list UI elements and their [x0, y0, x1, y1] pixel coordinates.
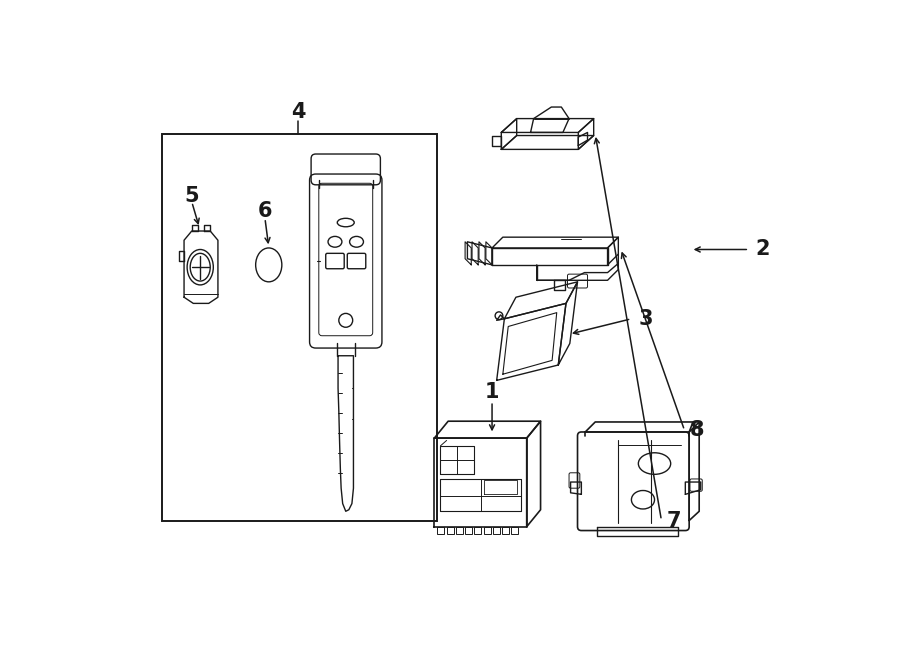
Text: 5: 5	[184, 186, 199, 206]
Bar	[446, 527, 454, 533]
Bar	[163, 134, 436, 520]
Bar	[456, 527, 463, 533]
Text: 8: 8	[689, 420, 704, 440]
Text: 4: 4	[291, 102, 305, 122]
Bar	[483, 527, 490, 533]
Text: 1: 1	[485, 382, 500, 402]
Text: 2: 2	[756, 239, 770, 260]
Bar	[465, 527, 472, 533]
Bar	[474, 527, 482, 533]
Bar	[511, 527, 518, 533]
Bar	[493, 527, 500, 533]
Bar	[502, 527, 509, 533]
Text: 7: 7	[667, 510, 681, 531]
Bar	[437, 527, 445, 533]
Text: 6: 6	[257, 201, 272, 221]
Text: 3: 3	[639, 309, 653, 329]
